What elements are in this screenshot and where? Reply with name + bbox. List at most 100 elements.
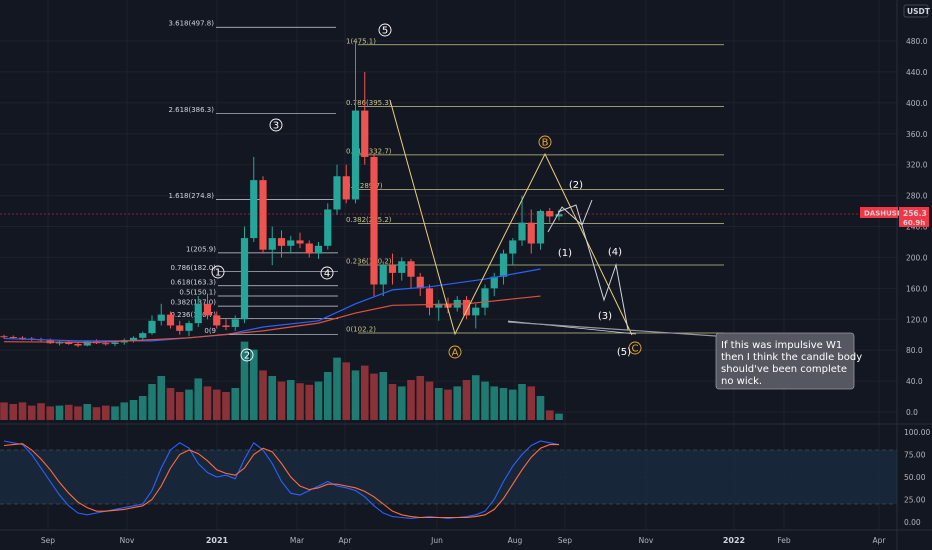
candle-body — [185, 323, 193, 331]
volume-bar — [268, 376, 277, 420]
candle-body — [518, 222, 526, 241]
subwave-label-4: (4) — [608, 247, 622, 258]
fib-left-label: 0(9 — [204, 327, 216, 335]
price-tick-label: 40.0 — [906, 377, 923, 386]
volume-bar — [194, 378, 203, 420]
time-tick-label: Jun — [430, 536, 443, 545]
volume-bar — [9, 404, 18, 420]
currency-label: USDT — [907, 7, 931, 16]
wave-label-2: 2 — [244, 351, 250, 362]
wave-label-b: B — [542, 138, 549, 149]
candle-body — [55, 342, 64, 344]
candle-body — [102, 343, 110, 345]
price-tick-label: 120.0 — [906, 315, 928, 324]
volume-bar — [240, 341, 249, 420]
time-tick-label: Nov — [120, 536, 135, 545]
time-tick-label: Apr — [339, 536, 353, 545]
volume-bar — [175, 392, 184, 420]
volume-bar — [518, 384, 526, 420]
stoch-k-line — [3, 440, 560, 519]
volume-bar — [296, 383, 304, 420]
candle-body — [83, 341, 91, 346]
volume-bar — [101, 405, 110, 420]
candle-body — [9, 337, 17, 339]
volume-bar — [305, 384, 314, 420]
candle-body — [194, 303, 202, 324]
price-tick-label: 480.0 — [906, 37, 928, 46]
candle-body — [407, 261, 415, 277]
fib-levels: 3.618(497.8) 2.618(386.3) 1.618(274.8) 1(20… — [168, 20, 724, 335]
candle-body — [111, 342, 119, 344]
wave-label-3-circle — [269, 118, 283, 132]
volume-bar — [555, 413, 563, 420]
price-tick-label: 320.0 — [906, 161, 928, 170]
volume-bar — [286, 380, 295, 420]
volume-bar — [490, 386, 499, 420]
time-tick-label: Sep — [41, 536, 55, 545]
candle-body — [314, 245, 323, 254]
wave-label-b-circle — [538, 135, 552, 149]
volume-bar — [231, 388, 240, 420]
fib-left-label: 0.382(137.0) — [170, 299, 216, 307]
moving-averages — [3, 268, 541, 344]
volume-bar — [46, 406, 55, 420]
volume-bar — [481, 381, 489, 420]
volume-bar — [351, 370, 360, 420]
note-callout: If this was impulsive W1 then I think th… — [507, 321, 862, 390]
price-tick-label: 400.0 — [906, 99, 928, 108]
wave-label-c-circle — [628, 341, 642, 355]
candle-body — [555, 214, 563, 217]
currency-box[interactable] — [903, 4, 929, 18]
candle-body — [444, 303, 452, 308]
volume-bar — [129, 400, 138, 420]
volume-bar — [92, 407, 101, 420]
stoch-d-line — [3, 443, 559, 519]
candle-body — [509, 240, 517, 254]
volume-bar — [342, 362, 351, 420]
projection-path-secondary — [547, 199, 593, 233]
candle-body — [287, 240, 295, 246]
volume-bar — [74, 406, 82, 420]
volume-bar — [259, 370, 267, 420]
wave-label-4-circle — [320, 266, 334, 280]
candle-body — [231, 319, 239, 327]
note-line-3: should've been complete — [721, 364, 847, 375]
time-tick-label: Aug — [508, 536, 523, 545]
candle-body — [139, 333, 147, 338]
volume-bar — [323, 372, 332, 420]
wave-label-c: C — [632, 344, 639, 355]
volume-bars — [0, 341, 563, 420]
symbol-label: DASHUSDT — [864, 210, 908, 218]
price-tick-label: 200.0 — [906, 253, 928, 262]
stoch-oscillator — [0, 423, 932, 519]
oscillator-tick-label: 0.00 — [904, 518, 921, 527]
volume-bar — [471, 375, 480, 420]
subwave-label-1: (1) — [558, 248, 572, 259]
wave-label-3: 3 — [273, 121, 279, 132]
candle-body — [203, 303, 212, 316]
volume-bar — [185, 389, 193, 420]
volume-bar — [222, 392, 230, 420]
volume-bar — [120, 402, 129, 420]
time-tick-label: Apr — [873, 536, 887, 545]
volume-bar — [157, 376, 166, 420]
candle-body — [148, 320, 156, 334]
last-price-tag — [899, 207, 929, 227]
volume-bar — [203, 386, 212, 420]
fib-left-label: 0.5(150.1) — [179, 288, 216, 296]
candle-body — [166, 314, 175, 326]
fib-right-label: 0.382(245.2) — [346, 216, 392, 224]
candle-body — [324, 209, 332, 246]
candle-body — [527, 222, 535, 244]
candle-body — [425, 288, 434, 308]
price-tick-label: 0.0 — [906, 408, 918, 417]
fib-right-label: 0(102.2) — [346, 326, 376, 334]
candle-body — [333, 176, 341, 210]
fib-left-label: 0.786(182.0) — [170, 264, 216, 272]
candle-body — [259, 180, 267, 250]
volume-bar — [434, 388, 443, 420]
fib-right-label: 0.5(289.7) — [346, 182, 383, 190]
candle-body — [213, 315, 221, 326]
candle-body — [435, 303, 443, 308]
